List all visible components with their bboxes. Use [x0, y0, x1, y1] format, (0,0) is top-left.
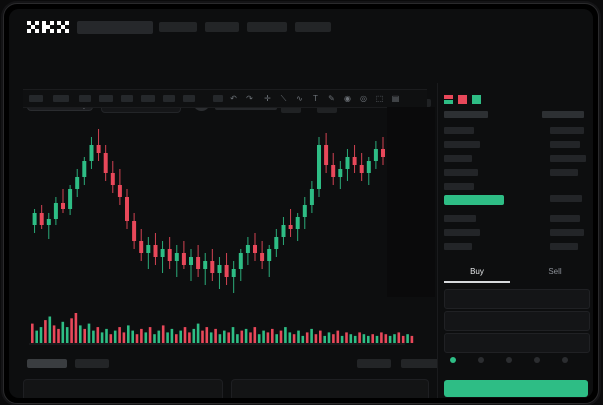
toolbar-block-8[interactable] — [183, 95, 195, 102]
order-amount-field[interactable] — [444, 311, 590, 331]
wave-icon[interactable]: ∿ — [296, 94, 303, 103]
toolbar-block-9[interactable] — [213, 95, 223, 102]
orderbook-row-size — [550, 215, 580, 222]
tab-underline — [444, 281, 510, 283]
tab-sell-label: Sell — [548, 267, 562, 276]
nav-item-1[interactable] — [159, 22, 197, 32]
nav-item-3[interactable] — [247, 22, 287, 32]
crosshair-icon[interactable]: ✛ — [264, 94, 271, 103]
bottom-tab-settings[interactable] — [401, 359, 445, 368]
order-book-panel: Buy Sell — [437, 83, 593, 398]
market-header-bar: Spot Trading ▼ ▼ — [9, 43, 593, 113]
eye-icon[interactable]: ◉ — [344, 94, 351, 103]
toolbar-block-3[interactable] — [79, 95, 91, 102]
buy-sell-tabs: Buy Sell — [438, 261, 593, 283]
orderbook-row-size — [550, 229, 584, 236]
orderbook-row-size — [550, 169, 578, 176]
chart-toolbar: ↶ ↷ ✛ ⟍ ∿ T ✎ ◉ ◎ ⬚ ▤ — [23, 89, 427, 108]
toolbar-block-6[interactable] — [141, 95, 155, 102]
orderbook-asks-icon[interactable] — [458, 91, 467, 104]
bottom-tab-orders[interactable] — [27, 359, 67, 368]
orderbook-header-right — [542, 111, 584, 118]
bottom-tab-filter[interactable] — [357, 359, 391, 368]
chart-overlay-panel — [387, 107, 435, 297]
order-price-field[interactable] — [444, 289, 590, 309]
pagination-dots — [438, 357, 593, 367]
nav-item-4[interactable] — [295, 22, 331, 32]
volume-chart — [23, 309, 427, 349]
toolbar-block-7[interactable] — [163, 95, 175, 102]
nav-item-2[interactable] — [205, 22, 239, 32]
orderbook-row-size — [550, 195, 582, 202]
orderbook-row[interactable] — [444, 215, 476, 222]
orderbook-row[interactable] — [444, 127, 474, 134]
trendline-icon[interactable]: ⟍ — [280, 94, 287, 103]
bottom-tab-positions[interactable] — [75, 359, 109, 368]
dot-4[interactable] — [534, 357, 540, 363]
stat-24h-change-value — [281, 105, 301, 113]
text-icon[interactable]: T — [313, 94, 318, 103]
orderbook-row[interactable] — [444, 243, 472, 250]
lock-icon[interactable]: ⬚ — [375, 94, 384, 103]
magnet-icon[interactable]: ◎ — [360, 94, 367, 103]
orderbook-row-size — [550, 127, 584, 134]
orderbook-row-size — [550, 141, 580, 148]
orderbook-bids-icon[interactable] — [472, 91, 481, 104]
okx-logo-icon[interactable] — [27, 21, 69, 34]
tab-buy-label: Buy — [470, 267, 484, 276]
orderbook-header — [444, 111, 488, 118]
undo-icon[interactable]: ↶ — [230, 94, 237, 103]
orderbook-row[interactable] — [444, 155, 472, 162]
toolbar-block-4[interactable] — [99, 95, 113, 102]
order-total-field[interactable] — [444, 333, 590, 353]
trash-icon[interactable]: ▤ — [391, 94, 400, 103]
stat-24h-high-value — [317, 105, 337, 113]
brush-icon[interactable]: ✎ — [328, 94, 335, 103]
orderbook-row[interactable] — [444, 183, 474, 190]
chevron-down-icon: ▼ — [81, 105, 87, 111]
toolbar-block-1[interactable] — [29, 95, 43, 102]
orderbook-row[interactable] — [444, 141, 480, 148]
search-input[interactable] — [77, 21, 153, 34]
orderbook-row[interactable] — [444, 229, 480, 236]
orderbook-row[interactable] — [444, 169, 478, 176]
dot-1[interactable] — [450, 357, 456, 363]
dot-5[interactable] — [562, 357, 568, 363]
dot-3[interactable] — [506, 357, 512, 363]
orderbook-row-size — [550, 155, 586, 162]
toolbar-block-5[interactable] — [121, 95, 133, 102]
bottom-panel-right — [231, 379, 429, 398]
bottom-panel-left — [23, 379, 223, 398]
device-frame: Spot Trading ▼ ▼ ↶ ↷ ✛ ⟍ ∿ T ✎ ◉ ◎ ⬚ ▤ — [3, 3, 599, 404]
orderbook-row-size — [550, 243, 578, 250]
toolbar-block-2[interactable] — [53, 95, 69, 102]
tab-buy[interactable]: Buy — [438, 261, 516, 283]
tab-sell[interactable]: Sell — [516, 261, 593, 283]
submit-buy-button[interactable] — [444, 380, 588, 397]
dot-2[interactable] — [478, 357, 484, 363]
candlestick-chart[interactable] — [23, 107, 427, 307]
app-screen: Spot Trading ▼ ▼ ↶ ↷ ✛ ⟍ ∿ T ✎ ◉ ◎ ⬚ ▤ — [9, 9, 593, 398]
orderbook-spread-row — [444, 195, 504, 205]
top-navigation-bar — [9, 9, 593, 43]
orderbook-both-icon[interactable] — [444, 91, 453, 104]
redo-icon[interactable]: ↷ — [246, 94, 253, 103]
